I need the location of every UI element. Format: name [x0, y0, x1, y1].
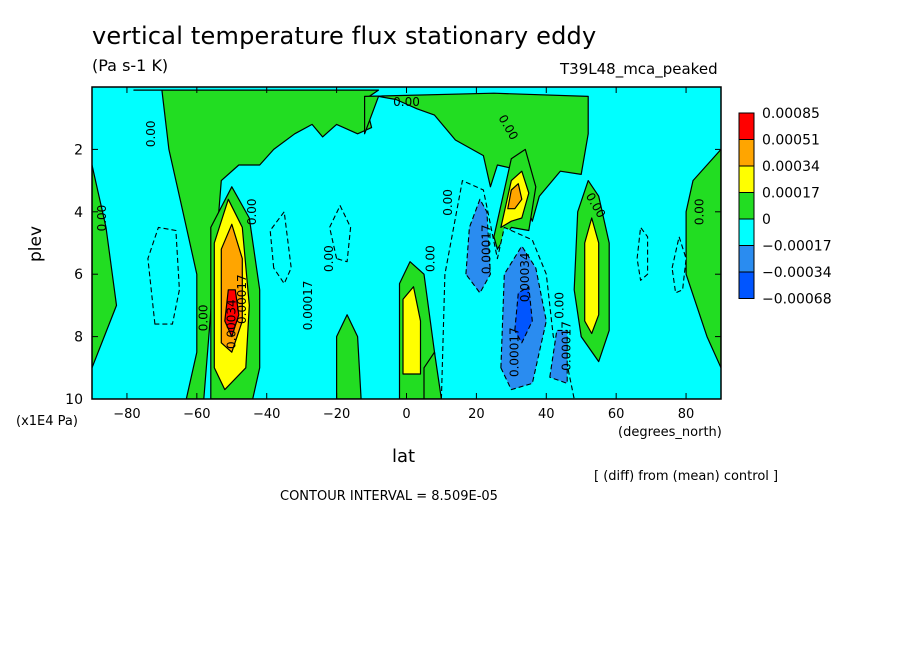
x-tick-label-4: 0 [402, 407, 410, 422]
contour-region-19 [329, 205, 352, 263]
contour-region-0 [92, 164, 118, 369]
y-tick-label-2: 6 [74, 267, 83, 283]
x-tick-label-0: −80 [113, 407, 140, 422]
y-tick-label-0: 2 [74, 142, 83, 158]
colorbar-label-5: 0.00034 [762, 159, 820, 175]
contour-label-9: 0.00 [423, 245, 437, 272]
contour-label-18: 0.00 [693, 198, 707, 225]
contour-label-14: 0.00017 [507, 327, 521, 377]
colorbar-label-3: 0 [762, 212, 771, 228]
contour-label-10: 0.00 [441, 189, 455, 216]
colorbar-label-0: −0.00068 [762, 292, 832, 308]
colorbar-label-6: 0.00051 [762, 133, 820, 149]
colorbar-label-2: −0.00017 [762, 239, 832, 255]
contour-region-1 [133, 89, 380, 399]
colorbar-label-1: −0.00034 [762, 265, 832, 281]
contour-label-7: 0.00 [322, 245, 336, 272]
contour-region-24 [514, 286, 533, 344]
run-label: T39L48_mca_peaked [560, 60, 718, 78]
colorbar-swatch-3 [738, 192, 755, 220]
contour-label-1: 0.00 [95, 205, 109, 232]
contour-label-5: 0.00034 [224, 299, 238, 349]
units-label: (Pa s-1 K) [92, 56, 169, 75]
colorbar-label-4: 0.00017 [762, 186, 820, 202]
contour-label-2: 0.00 [196, 305, 210, 332]
x-tick-label-7: 60 [608, 407, 625, 422]
colorbar-swatch-5 [738, 139, 755, 167]
contour-region-12 [224, 289, 240, 338]
y-tick-label-1: 4 [74, 205, 83, 221]
contour-region-18 [269, 211, 292, 285]
x-tick-label-1: −60 [183, 407, 210, 422]
contour-region-17 [147, 226, 180, 325]
contour-region-7 [685, 148, 721, 369]
y-tick-label-3: 8 [74, 330, 83, 346]
x-tick-label-2: −40 [253, 407, 280, 422]
contour-region-21 [465, 198, 491, 294]
contour-label-3: 0.00 [245, 198, 259, 225]
colorbar-label-7: 0.00085 [762, 106, 820, 122]
contour-region-23 [549, 329, 568, 384]
contour-label-4: 0.00017 [235, 274, 249, 324]
contour-region-25 [636, 226, 649, 281]
contour-region-9 [423, 351, 442, 399]
contour-region-26 [671, 236, 687, 294]
contour-label-8: 0.00 [393, 95, 420, 109]
contour-region-15 [507, 183, 523, 210]
colorbar-swatch-4 [738, 165, 755, 193]
chart-title: vertical temperature flux stationary edd… [92, 22, 597, 50]
diff-note: [ (diff) from (mean) control ] [594, 469, 779, 484]
contour-label-12: 0.00017 [479, 224, 493, 274]
contour-label-15: 0.00 [553, 292, 567, 319]
contour-region-16 [584, 217, 600, 335]
colorbar-swatch-0 [738, 271, 755, 299]
contour-region-13 [402, 286, 422, 375]
colorbar-swatch-2 [738, 218, 755, 246]
x-axis-label: lat [392, 446, 416, 467]
y-axis-unit: (x1E4 Pa) [16, 414, 78, 429]
x-tick-label-8: 80 [678, 407, 695, 422]
contour-label-0: 0.00 [144, 120, 158, 147]
x-axis-unit: (degrees_north) [618, 425, 722, 440]
colorbar-swatch-6 [738, 112, 755, 140]
contour-label-13: 0.00034 [518, 253, 532, 303]
x-tick-label-5: 20 [468, 407, 485, 422]
contour-label-16: 0.00017 [560, 321, 574, 371]
x-tick-label-6: 40 [538, 407, 555, 422]
x-tick-label-3: −20 [323, 407, 350, 422]
contour-label-6: 0.00017 [301, 281, 315, 331]
contour-region-8 [336, 314, 362, 399]
contour-interval-note: CONTOUR INTERVAL = 8.509E-05 [280, 489, 498, 504]
colorbar-swatch-1 [738, 245, 755, 273]
y-tick-label-4: 10 [65, 392, 83, 408]
